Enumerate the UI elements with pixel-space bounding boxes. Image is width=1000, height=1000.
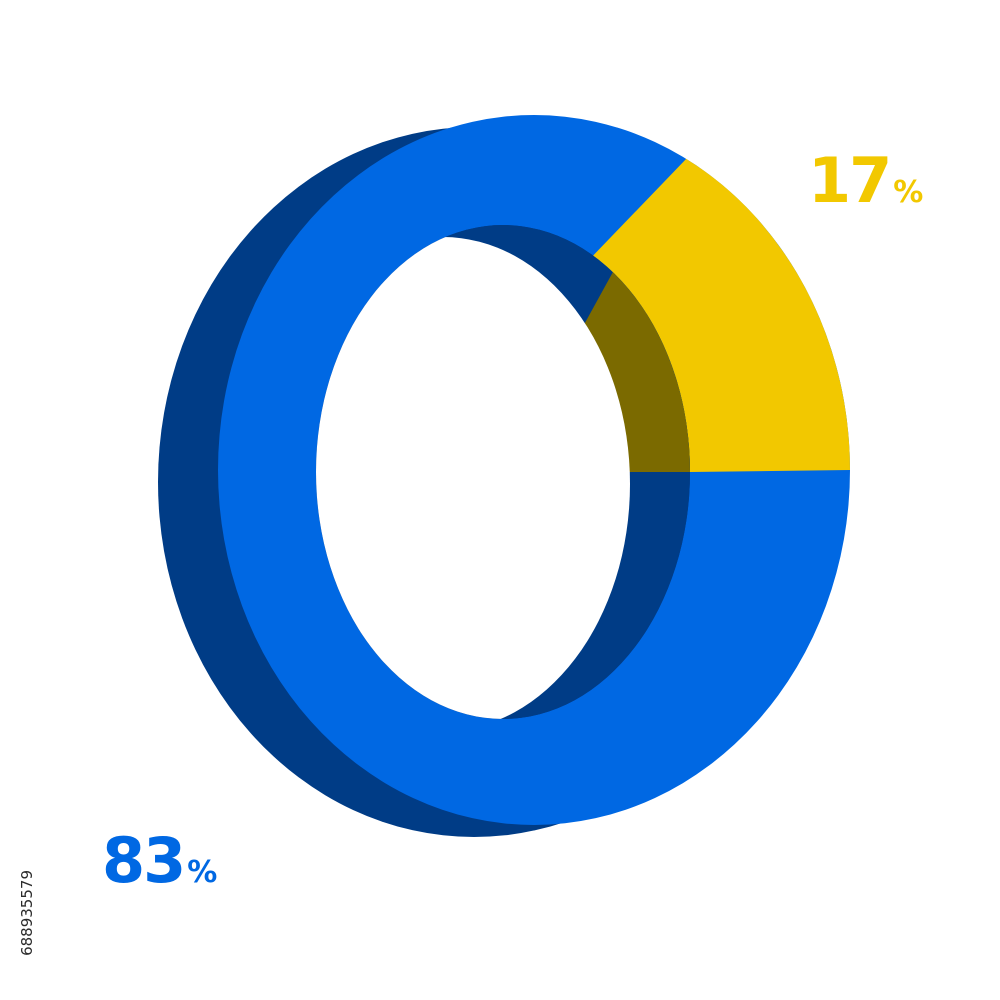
label-83-number: 83 [102, 824, 186, 897]
donut-segment-17 [593, 158, 850, 472]
label-17-number: 17 [808, 144, 892, 217]
label-83-percent: 83% [102, 830, 217, 892]
label-83-unit: % [187, 855, 218, 890]
label-17-percent: 17% [808, 150, 923, 212]
stock-id-container: 688935579 [18, 870, 36, 1000]
donut-inner-wall [316, 225, 690, 719]
stock-id-text: 688935579 [18, 870, 36, 956]
donut-hole [316, 237, 630, 719]
label-17-unit: % [893, 175, 924, 210]
